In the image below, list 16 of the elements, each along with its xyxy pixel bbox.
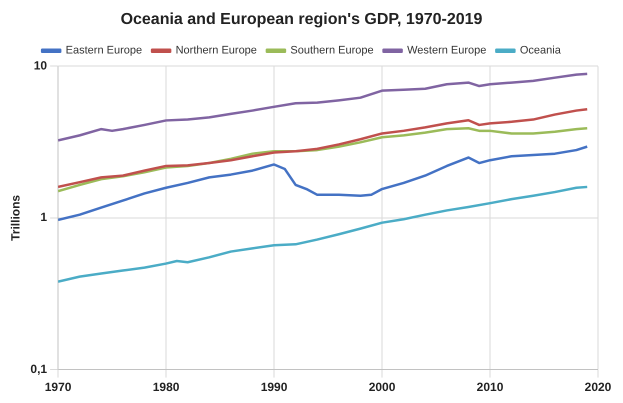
legend-label: Southern Europe — [290, 44, 374, 57]
legend-label: Eastern Europe — [66, 44, 142, 57]
x-tick-label: 1970 — [44, 380, 72, 394]
y-tick-label: 10 — [34, 58, 48, 73]
y-axis-title: Trillions — [8, 194, 23, 241]
x-tick-label: 2010 — [476, 380, 504, 394]
y-tick-label: 0,1 — [30, 362, 48, 376]
legend-label: Oceania — [520, 44, 562, 57]
x-tick-label: 2020 — [584, 380, 612, 394]
legend-label: Western Europe — [407, 44, 486, 57]
x-tick-label: 1990 — [260, 380, 288, 394]
x-tick-label: 2000 — [368, 380, 396, 394]
x-tick-label: 1980 — [152, 380, 180, 394]
y-tick-label: 1 — [40, 210, 48, 224]
legend-label: Northern Europe — [176, 44, 257, 57]
chart-title: Oceania and European region's GDP, 1970-2019 — [120, 11, 483, 28]
